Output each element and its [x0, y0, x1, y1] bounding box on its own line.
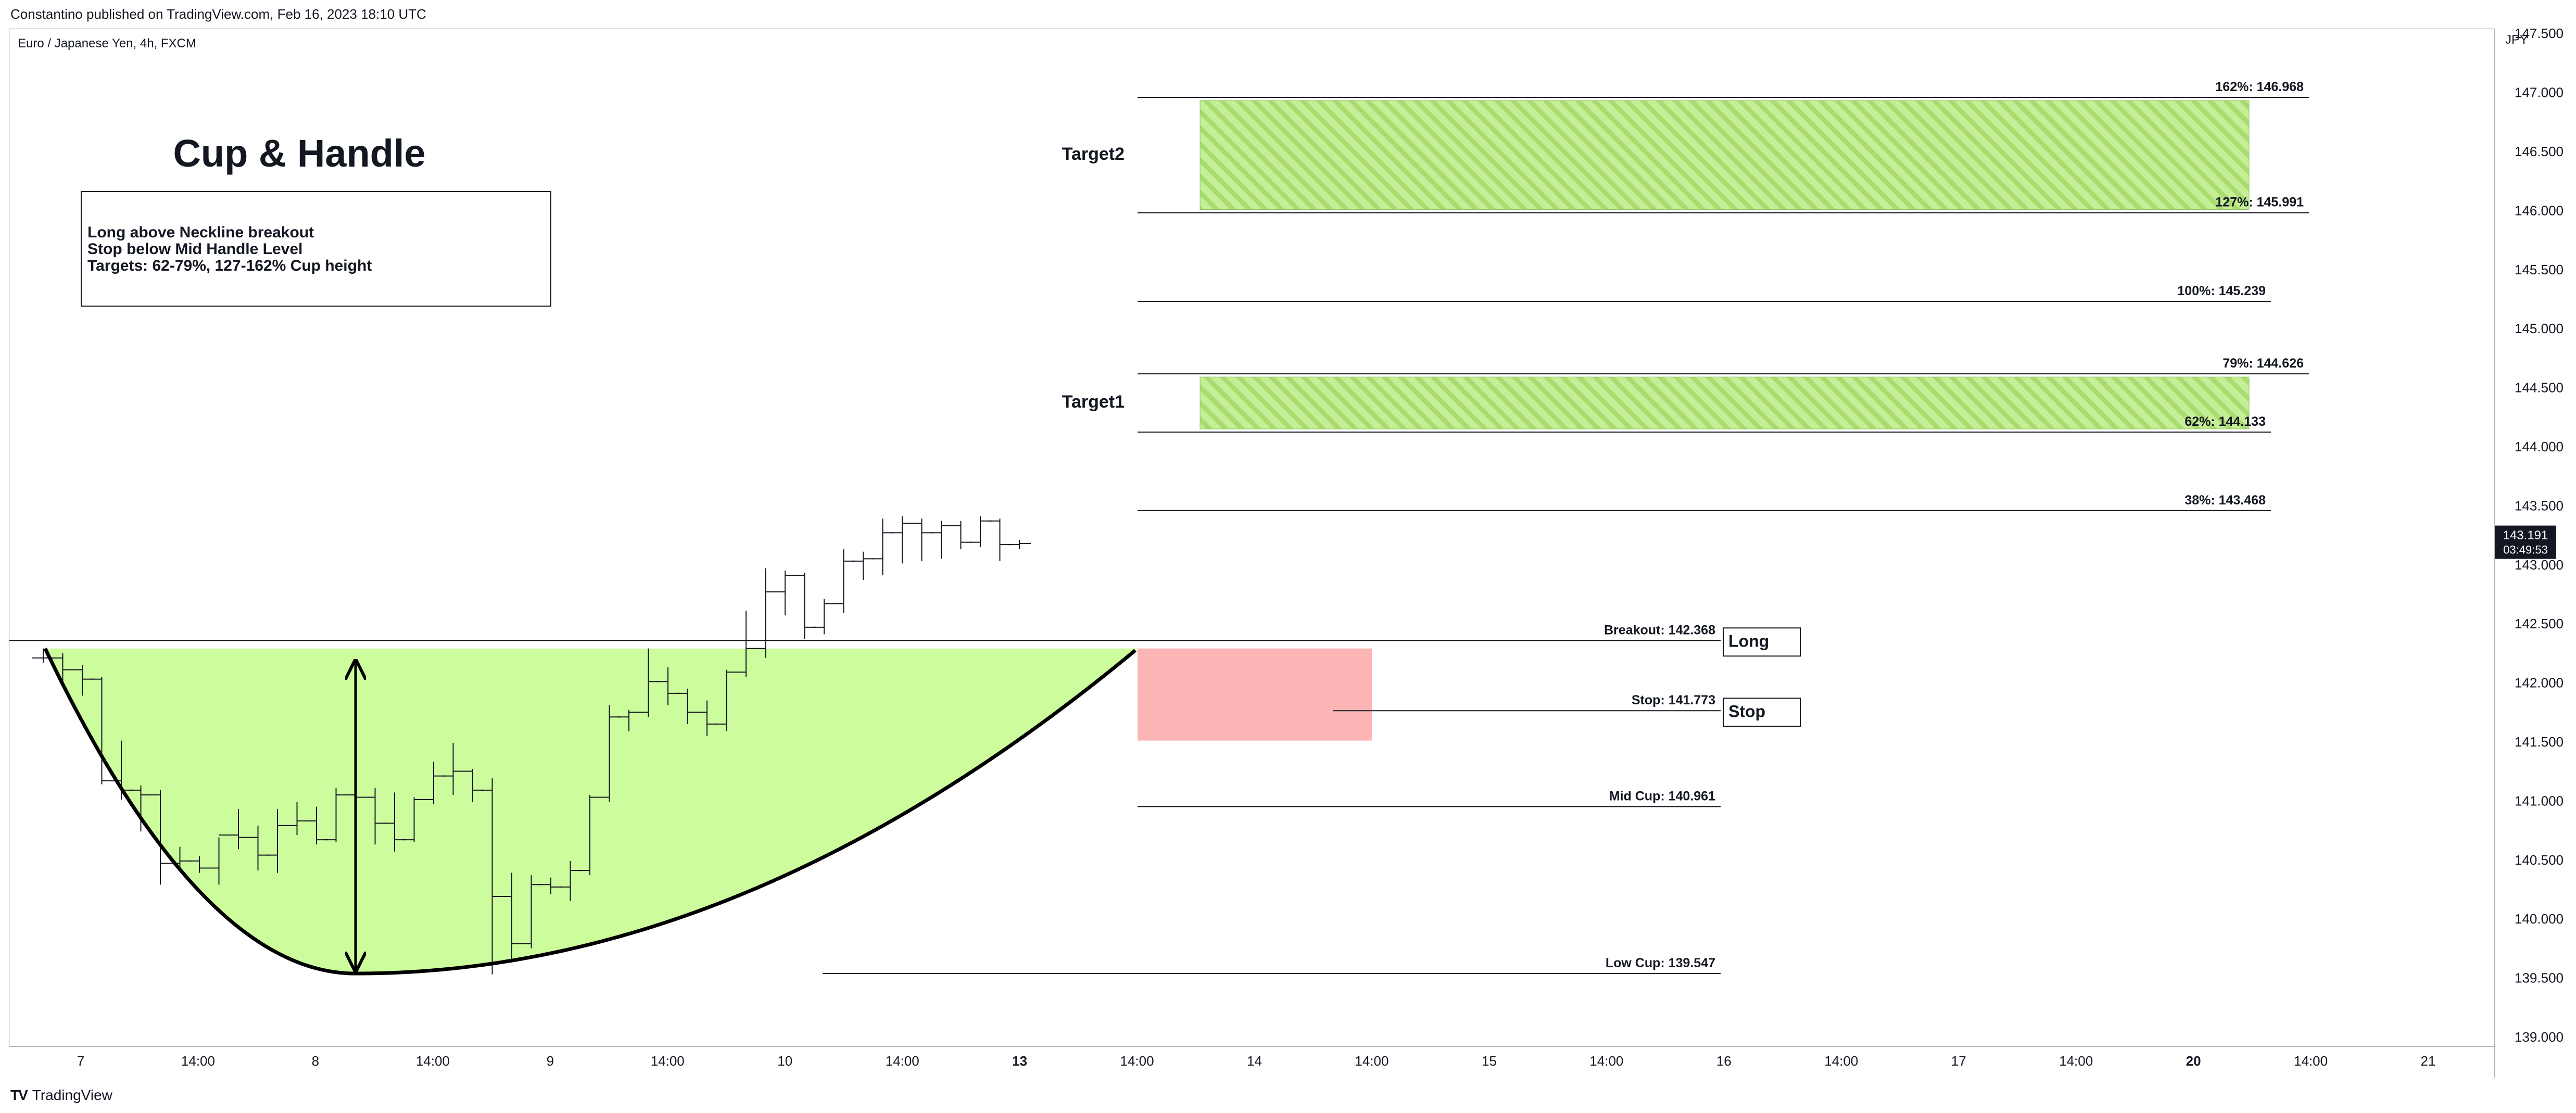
- y-tick-label: 147.500: [2515, 26, 2564, 41]
- tag-box: [1723, 698, 1801, 727]
- x-tick-label: 21: [2421, 1053, 2436, 1069]
- level-label: 100%: 145.239: [2177, 284, 2266, 298]
- currency-label: JPY: [2505, 33, 2528, 47]
- x-tick-label: 16: [1716, 1053, 1732, 1069]
- tradingview-brand[interactable]: TV TradingView: [10, 1087, 112, 1104]
- price-label-box: [2495, 525, 2556, 559]
- tag-label: Stop: [1728, 702, 1765, 721]
- y-tick-label: 144.000: [2515, 439, 2564, 454]
- chart-title: Cup & Handle: [173, 132, 425, 175]
- x-tick-label: 14:00: [2059, 1053, 2093, 1069]
- x-tick-label: 14:00: [1120, 1053, 1154, 1069]
- x-tick-label: 10: [777, 1053, 792, 1069]
- cup-curve: [43, 648, 1137, 976]
- y-tick-label: 140.000: [2515, 911, 2564, 927]
- x-tick-label: 14:00: [181, 1053, 215, 1069]
- brand-label: TradingView: [32, 1087, 112, 1103]
- symbol-title: Euro / Japanese Yen, 4h, FXCM: [18, 36, 196, 50]
- x-tick-label: 14:00: [1824, 1053, 1858, 1069]
- ohlc-bar: [832, 549, 855, 613]
- y-tick-label: 144.500: [2515, 380, 2564, 396]
- y-tick-label: 143.500: [2515, 498, 2564, 513]
- ohlc-bar: [949, 521, 973, 550]
- y-tick-label: 139.000: [2515, 1029, 2564, 1045]
- y-tick-label: 142.000: [2515, 675, 2564, 691]
- x-tick-label: 14:00: [886, 1053, 919, 1069]
- x-tick-label: 15: [1482, 1053, 1497, 1069]
- x-tick-label: 14:00: [2294, 1053, 2328, 1069]
- ohlc-bar: [793, 573, 816, 639]
- target-zone: [1199, 100, 2250, 210]
- ohlc-bars: [32, 516, 1031, 975]
- y-tick-label: 142.500: [2515, 616, 2564, 631]
- target-zone: [1199, 376, 2250, 429]
- level-label: 79%: 144.626: [2223, 356, 2304, 371]
- x-tick-label: 9: [547, 1053, 554, 1069]
- price-label-value: 143.191: [2503, 528, 2548, 542]
- level-label: Breakout: 142.368: [1604, 623, 1715, 637]
- target-label: Target1: [1062, 392, 1125, 412]
- level-label: 162%: 146.968: [2215, 80, 2304, 94]
- price-label-countdown: 03:49:53: [2503, 543, 2548, 556]
- publisher-header: Constantino published on TradingView.com…: [10, 6, 426, 22]
- x-tick-label: 14:00: [651, 1053, 685, 1069]
- x-tick-label: 8: [312, 1053, 319, 1069]
- level-label: 38%: 143.468: [2184, 493, 2266, 508]
- y-tick-label: 145.500: [2515, 262, 2564, 277]
- y-tick-label: 147.000: [2515, 85, 2564, 100]
- y-tick-label: 141.500: [2515, 734, 2564, 750]
- ohlc-bar: [891, 516, 914, 564]
- ohlc-bar: [930, 521, 953, 559]
- level-label: 127%: 145.991: [2215, 195, 2304, 210]
- cup-fill: [45, 648, 1138, 974]
- y-tick-label: 146.000: [2515, 203, 2564, 218]
- y-tick-label: 145.000: [2515, 321, 2564, 336]
- ohlc-bar: [813, 599, 836, 635]
- target-label: Target2: [1062, 144, 1125, 164]
- ohlc-bar: [754, 568, 777, 658]
- x-tick-label: 13: [1012, 1053, 1027, 1069]
- note-box: [81, 191, 551, 307]
- ohlc-bar: [871, 518, 894, 576]
- x-tick-label: 14:00: [416, 1053, 450, 1069]
- note-line: Targets: 62-79%, 127-162% Cup height: [87, 257, 372, 274]
- tag-label: Long: [1728, 632, 1769, 651]
- tag-box: [1723, 627, 1801, 657]
- level-label: 62%: 144.133: [2184, 414, 2266, 429]
- ohlc-bar: [852, 551, 875, 580]
- level-label: Low Cup: 139.547: [1606, 956, 1715, 970]
- note-line: Stop below Mid Handle Level: [87, 241, 302, 258]
- level-label: Mid Cup: 140.961: [1609, 789, 1715, 803]
- ohlc-bar: [988, 518, 1012, 561]
- ohlc-bar: [774, 571, 797, 616]
- x-tick-label: 14:00: [1355, 1053, 1388, 1069]
- y-tick-label: 143.000: [2515, 557, 2564, 573]
- y-tick-label: 146.500: [2515, 144, 2564, 159]
- x-tick-label: 7: [77, 1053, 84, 1069]
- y-tick-label: 141.000: [2515, 793, 2564, 808]
- x-tick-label: 14:00: [1589, 1053, 1623, 1069]
- x-tick-label: 20: [2186, 1053, 2201, 1069]
- ohlc-bar: [1008, 540, 1031, 550]
- x-tick-label: 14: [1247, 1053, 1262, 1069]
- ohlc-bar: [969, 516, 992, 547]
- stop-zone: [1138, 648, 1372, 741]
- y-tick-label: 139.500: [2515, 970, 2564, 986]
- tradingview-logo-icon: TV: [10, 1087, 28, 1103]
- x-tick-label: 17: [1951, 1053, 1966, 1069]
- note-line: Long above Neckline breakout: [87, 224, 314, 241]
- ohlc-bar: [910, 518, 933, 561]
- y-tick-label: 140.500: [2515, 852, 2564, 868]
- level-label: Stop: 141.773: [1632, 693, 1715, 707]
